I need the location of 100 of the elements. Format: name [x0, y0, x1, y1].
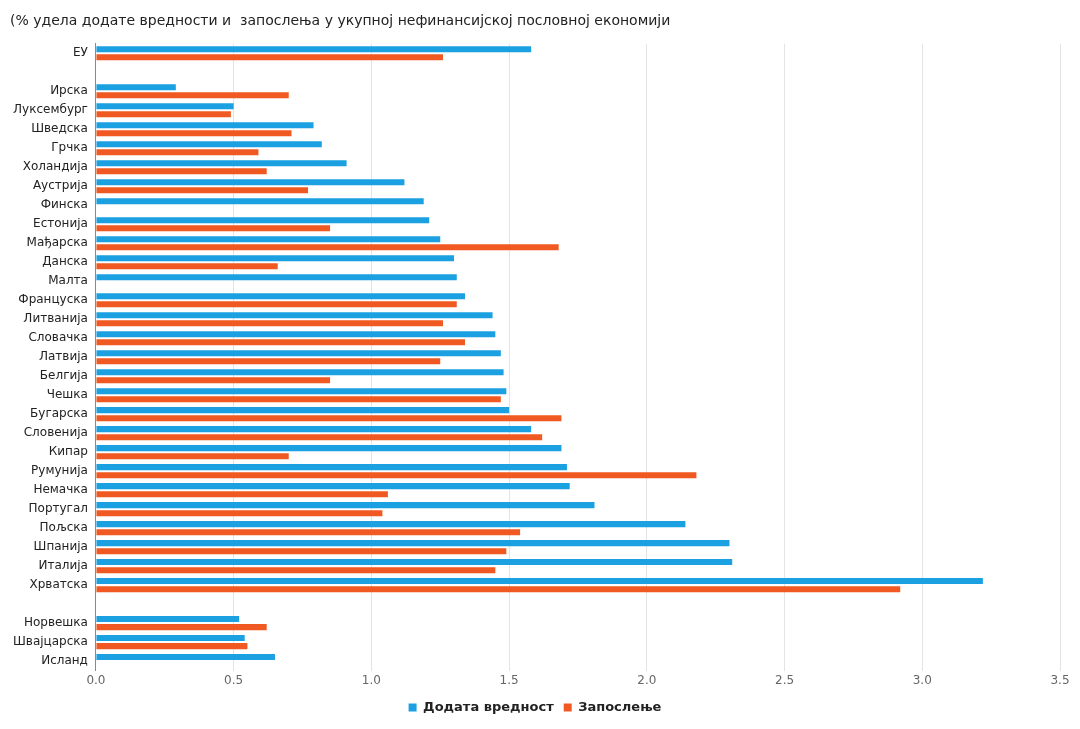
chart-subtitle: (% удела додате вредности и запослења у укупној нефинансијској пословној економији — [10, 12, 671, 29]
y-tick-label: Хрватска — [29, 577, 88, 592]
y-tick-label: Латвија — [38, 349, 88, 364]
y-tick-label: Француска — [18, 292, 88, 307]
bar — [96, 331, 496, 338]
bar — [96, 415, 562, 422]
bar — [96, 274, 457, 281]
y-tick-label: Грчка — [51, 140, 88, 155]
bar — [96, 445, 562, 452]
y-tick-label: Малта — [48, 273, 88, 288]
y-tick-label: Мађарска — [26, 235, 88, 250]
y-tick-label: Немачка — [33, 482, 88, 497]
bar — [96, 502, 595, 509]
y-tick-label: Словенија — [23, 425, 88, 440]
bar — [96, 426, 532, 433]
x-tick-label: 3.5 — [1050, 672, 1070, 687]
bar — [96, 434, 543, 441]
bar — [96, 472, 697, 479]
bar — [96, 244, 559, 251]
bar — [96, 301, 457, 308]
y-tick-label: Швајцарска — [12, 634, 88, 649]
x-tick-label: 2.5 — [775, 672, 795, 687]
bar — [96, 339, 466, 346]
y-tick-label: Естонија — [33, 216, 88, 231]
bar — [96, 396, 501, 403]
y-tick-label: Португал — [28, 501, 88, 516]
y-tick-label: Румунија — [31, 463, 88, 478]
bar — [96, 491, 388, 498]
bar — [96, 578, 983, 585]
bar — [96, 217, 430, 224]
bar — [96, 111, 231, 118]
bar — [96, 122, 314, 129]
bar — [96, 369, 504, 376]
y-tick-label: Холандија — [22, 159, 88, 174]
x-tick-label: 2.0 — [637, 672, 657, 687]
bar — [96, 84, 176, 91]
bar — [96, 141, 322, 148]
bar — [96, 540, 730, 547]
bar — [96, 198, 424, 205]
bar — [96, 388, 507, 395]
x-tick-label: 1.0 — [361, 672, 381, 687]
legend-label: Запослење — [578, 698, 662, 714]
y-tick-label: Шведска — [31, 121, 88, 136]
bar — [96, 350, 501, 357]
y-tick-label: Чешка — [46, 387, 88, 402]
bar — [96, 225, 331, 232]
y-tick-label: Литванија — [23, 311, 88, 326]
bar — [96, 483, 570, 490]
bar — [96, 358, 441, 365]
bar — [96, 654, 275, 661]
y-tick-label: Финска — [40, 197, 88, 212]
bar — [96, 529, 521, 536]
bar — [96, 548, 507, 555]
y-tick-label: Словачка — [28, 330, 88, 345]
bar — [96, 187, 309, 194]
bar — [96, 160, 347, 167]
x-tick-label: 0.5 — [224, 672, 244, 687]
y-tick-label: Италија — [38, 558, 88, 573]
y-tick-label: Ирска — [50, 83, 88, 98]
bar — [96, 236, 441, 243]
bar — [96, 586, 901, 593]
y-tick-label: ЕУ — [73, 45, 89, 60]
bar — [96, 453, 289, 460]
bar — [96, 559, 733, 566]
bar — [96, 624, 267, 631]
y-tick-label: Норвешка — [23, 615, 88, 630]
y-tick-label: Луксембург — [13, 102, 88, 117]
bar — [96, 464, 567, 471]
bar — [96, 567, 496, 574]
bar — [96, 521, 686, 528]
bar — [96, 635, 245, 642]
bar — [96, 643, 248, 650]
x-tick-label: 1.5 — [499, 672, 519, 687]
y-tick-label: Шпанија — [33, 539, 88, 554]
bar — [96, 179, 405, 186]
bar — [96, 54, 443, 61]
bar — [96, 293, 466, 300]
legend-label: Додата вредност — [423, 698, 555, 714]
bar — [96, 255, 455, 262]
y-tick-label: Бугарска — [30, 406, 88, 421]
y-tick-label: Аустрија — [32, 178, 88, 193]
y-tick-label: Данска — [42, 254, 88, 269]
bar — [96, 46, 532, 53]
y-tick-label: Пољска — [39, 520, 88, 535]
y-tick-label: Кипар — [48, 444, 88, 459]
bar — [96, 168, 267, 175]
bar — [96, 130, 292, 137]
bar — [96, 92, 289, 99]
bar — [96, 320, 443, 327]
bar — [96, 149, 259, 156]
bar — [96, 616, 240, 623]
bar — [96, 377, 331, 384]
y-tick-label: Белгија — [39, 368, 88, 383]
bar — [96, 103, 234, 110]
y-tick-label: Исланд — [41, 653, 88, 668]
bar — [96, 312, 493, 319]
bar — [96, 510, 383, 517]
x-tick-label: 3.0 — [912, 672, 932, 687]
bar — [96, 407, 510, 414]
bar — [96, 263, 278, 270]
